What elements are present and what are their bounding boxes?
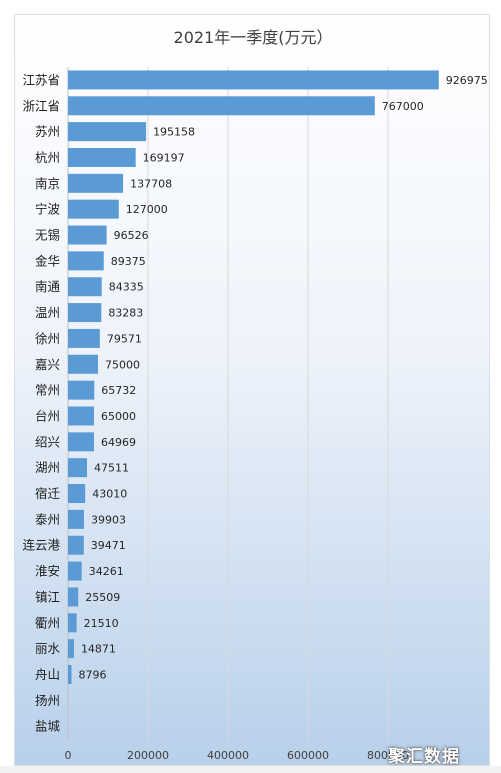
category-label: 镇江 xyxy=(35,589,60,604)
data-label: 79571 xyxy=(107,332,142,345)
category-label: 南京 xyxy=(35,176,60,191)
x-tick-label: 200000 xyxy=(127,749,169,762)
data-label: 39471 xyxy=(91,539,126,552)
bar xyxy=(68,277,102,297)
category-label: 南通 xyxy=(35,279,61,294)
data-label: 83283 xyxy=(108,307,143,320)
category-label: 丽水 xyxy=(35,641,61,656)
bar xyxy=(68,458,88,478)
category-label: 扬州 xyxy=(35,693,60,708)
data-label: 137708 xyxy=(130,177,172,190)
data-label: 43010 xyxy=(92,488,127,501)
data-label: 39903 xyxy=(91,513,126,526)
category-label: 浙江省 xyxy=(22,98,60,113)
data-label: 65000 xyxy=(101,410,136,423)
x-tick-label: 800000 xyxy=(367,749,409,762)
bar xyxy=(68,561,82,581)
category-label: 盐城 xyxy=(35,719,61,734)
bar xyxy=(68,303,102,323)
data-label: 195158 xyxy=(153,126,195,139)
bar xyxy=(68,639,74,659)
category-label: 无锡 xyxy=(35,228,60,243)
category-label: 江苏省 xyxy=(22,72,60,87)
bottom-strip xyxy=(0,766,501,773)
category-labels: 江苏省浙江省苏州杭州南京宁波无锡金华南通温州徐州嘉兴常州台州绍兴湖州宿迁泰州连云… xyxy=(22,72,60,733)
category-label: 淮安 xyxy=(35,564,60,579)
category-label: 杭州 xyxy=(35,150,60,165)
category-label: 台州 xyxy=(35,408,60,423)
x-axis-ticks: 0 200000 400000 600000 800000 xyxy=(65,749,410,762)
bar xyxy=(68,147,136,167)
bar xyxy=(68,613,77,633)
chart-title: 2021年一季度(万元） xyxy=(174,28,333,47)
category-label: 宿迁 xyxy=(35,486,61,501)
x-tick-label: 400000 xyxy=(207,749,249,762)
category-label: 宁波 xyxy=(35,202,61,217)
data-label: 89375 xyxy=(111,255,146,268)
x-tick-label: 600000 xyxy=(287,749,329,762)
category-label: 连云港 xyxy=(22,538,60,553)
category-label: 金华 xyxy=(35,253,60,268)
bar xyxy=(68,380,95,400)
bar xyxy=(68,328,100,348)
bar xyxy=(68,173,124,193)
category-label: 绍兴 xyxy=(35,434,60,449)
category-label: 嘉兴 xyxy=(35,357,60,372)
bar xyxy=(68,354,98,374)
bars xyxy=(68,70,439,684)
watermark: 聚汇数据 xyxy=(388,747,460,767)
data-label: 767000 xyxy=(382,100,424,113)
category-label: 徐州 xyxy=(35,331,60,346)
data-label: 127000 xyxy=(126,203,168,216)
data-label: 926975 xyxy=(446,74,488,87)
bar xyxy=(68,484,86,504)
bar xyxy=(68,509,84,529)
category-label: 温州 xyxy=(35,305,60,320)
data-label: 65732 xyxy=(101,384,136,397)
bar xyxy=(68,70,439,90)
gridlines xyxy=(67,67,389,740)
x-tick-label: 0 xyxy=(65,749,72,762)
bar xyxy=(68,225,107,245)
data-label: 14871 xyxy=(81,643,116,656)
bar xyxy=(68,406,94,426)
bar xyxy=(68,664,72,684)
bar xyxy=(68,96,375,116)
category-label: 苏州 xyxy=(35,124,60,139)
category-label: 舟山 xyxy=(35,667,60,682)
category-label: 泰州 xyxy=(35,512,60,527)
data-label: 96526 xyxy=(114,229,149,242)
category-label: 湖州 xyxy=(35,460,60,475)
data-label: 169197 xyxy=(143,151,185,164)
category-label: 衢州 xyxy=(35,615,60,630)
data-label: 84335 xyxy=(109,281,144,294)
bar xyxy=(68,122,147,142)
bar-chart: 2021年一季度(万元） 926975 767000 195158 169197 137… xyxy=(22,28,488,762)
data-label: 75000 xyxy=(105,358,140,371)
data-label: 64969 xyxy=(101,436,136,449)
data-label: 47511 xyxy=(94,462,129,475)
data-label: 34261 xyxy=(89,565,124,578)
data-label: 25509 xyxy=(85,591,120,604)
data-label: 21510 xyxy=(84,617,119,630)
chart-area: 2021年一季度(万元） 926975 767000 195158 169197 137… xyxy=(14,14,490,766)
bar xyxy=(68,587,79,607)
bar xyxy=(68,432,94,452)
data-labels: 926975 767000 195158 169197 137708 127000 9652… xyxy=(79,74,488,682)
bar xyxy=(68,199,119,219)
bar xyxy=(68,251,104,271)
bar xyxy=(68,535,84,555)
data-label: 8796 xyxy=(79,668,107,681)
category-label: 常州 xyxy=(35,383,60,398)
